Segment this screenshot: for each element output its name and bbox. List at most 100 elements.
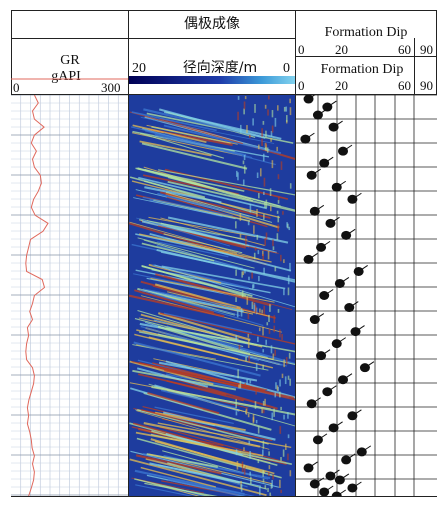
image-speckle [239, 233, 242, 238]
image-speckle [269, 188, 272, 196]
image-speckle [258, 192, 260, 199]
image-speckle [265, 339, 267, 345]
image-speckle [276, 385, 279, 391]
image-reflector [157, 241, 229, 258]
image-reflector [129, 294, 225, 318]
image-speckle [263, 177, 266, 187]
image-reflector [160, 389, 237, 409]
image-reflector [164, 369, 295, 399]
image-speckle [255, 388, 257, 395]
image-reflector [160, 312, 295, 345]
dip-header: Formation Dip 0 20 60 90 Formation Dip 0 20 6… [298, 25, 433, 93]
image-reflector [160, 191, 271, 219]
dip-tadpole [328, 421, 343, 433]
image-speckle [274, 392, 277, 398]
gr-label: GR [60, 53, 80, 68]
image-speckle [283, 106, 286, 112]
image-speckle [277, 200, 280, 204]
image-speckle [269, 492, 272, 496]
dip-sub-tick-2: 60 [398, 78, 411, 93]
image-speckle [246, 379, 248, 384]
image-speckle [289, 470, 292, 477]
image-reflector [157, 312, 251, 341]
image-speckle [242, 271, 245, 276]
image-speckle [244, 269, 246, 274]
image-reflector [137, 237, 255, 269]
dip-tadpole [322, 100, 337, 112]
image-speckle [253, 252, 256, 260]
image-speckle [235, 335, 237, 342]
image-speckle [281, 373, 284, 379]
image-speckle [243, 466, 246, 475]
dip-tadpole [306, 397, 321, 409]
dip-tadpole [350, 325, 365, 337]
image-speckle [267, 251, 270, 260]
dip-tadpole [319, 289, 334, 300]
image-speckle [246, 125, 248, 134]
image-speckle [237, 172, 239, 181]
image-speckle [285, 120, 288, 124]
image-speckle [257, 459, 260, 464]
image-speckle [243, 447, 245, 452]
image-speckle [277, 224, 279, 232]
image-speckle [274, 117, 277, 127]
image-speckle [287, 275, 290, 285]
image-reflector [167, 216, 289, 244]
image-reflector [132, 124, 207, 144]
dip-tadpole [331, 180, 347, 192]
image-speckle [277, 105, 279, 111]
image-reflector [150, 277, 275, 303]
image-speckle [254, 104, 256, 113]
image-reflector [166, 196, 268, 228]
dip-scale-sub: 0 20 60 90 [298, 78, 433, 93]
image-speckle [287, 287, 290, 296]
dip-top-tick-2: 60 [398, 42, 411, 57]
image-reflector [136, 367, 209, 388]
image-speckle [243, 108, 245, 115]
image-speckle [280, 406, 282, 411]
image-speckle [257, 336, 259, 343]
image-speckle [268, 451, 270, 456]
image-reflector [129, 360, 214, 386]
image-reflector [163, 124, 282, 155]
dip-tadpole [341, 228, 356, 240]
image-speckle [264, 398, 266, 406]
image-speckle [274, 266, 277, 272]
image-speckle [242, 160, 245, 165]
image-speckle [288, 352, 291, 359]
image-reflector [134, 318, 244, 348]
image-speckle [283, 259, 285, 263]
image-speckle [276, 146, 278, 152]
image-reflector [157, 422, 292, 449]
dip-top-tick-3: 90 [420, 42, 433, 57]
gr-scale-max: 300 [101, 80, 121, 95]
image-speckle [272, 474, 274, 480]
dip-tadpole [359, 361, 375, 373]
image-reflector [150, 293, 241, 317]
image-speckle [264, 201, 266, 208]
dip-top-tick-1: 20 [335, 42, 348, 57]
image-speckle [285, 357, 288, 365]
image-speckle [265, 130, 267, 138]
image-speckle [270, 345, 273, 354]
image-speckle [272, 353, 275, 360]
image-reflector [141, 220, 221, 241]
image-speckle [289, 262, 291, 271]
image-speckle [249, 380, 252, 384]
image-reflector [140, 409, 217, 430]
image-reflector [167, 180, 295, 212]
image-reflector [146, 220, 248, 241]
image-speckle [238, 384, 240, 389]
image-speckle [270, 138, 272, 142]
image-reflector [142, 196, 233, 217]
image-reflector [163, 275, 293, 311]
image-speckle [262, 440, 265, 449]
image-reflector [165, 191, 273, 223]
image-speckle [239, 380, 242, 389]
image-speckle [245, 408, 248, 415]
image-speckle [241, 271, 243, 278]
dipole-title: 偶极成像 [184, 16, 240, 32]
image-speckle [261, 250, 264, 256]
dip-tadpole [312, 108, 328, 120]
image-reflector [142, 288, 237, 308]
